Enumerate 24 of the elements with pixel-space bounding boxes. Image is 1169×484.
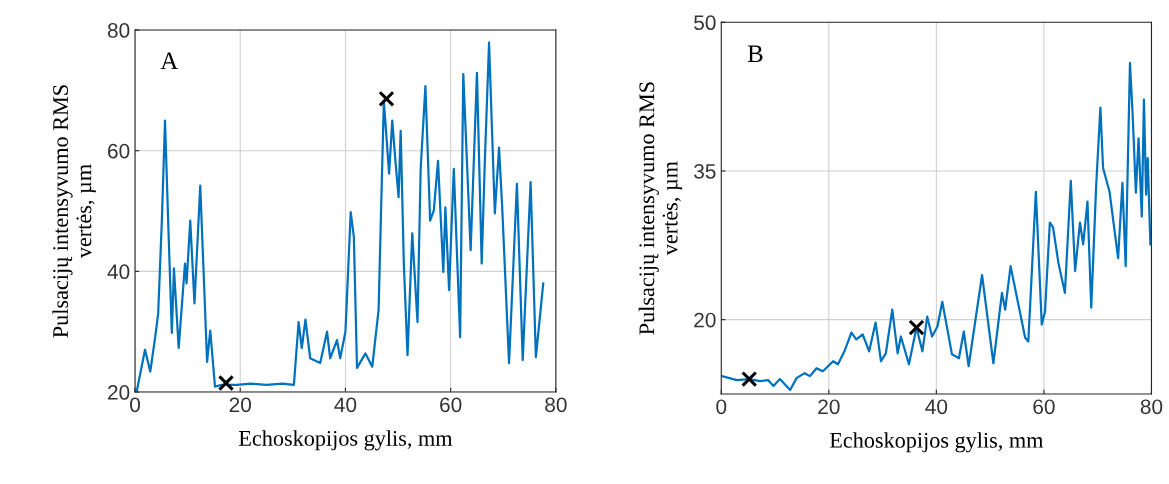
y-tick-label: 20	[694, 312, 716, 328]
y-tick-label: 50	[694, 15, 716, 31]
line-series	[135, 41, 545, 393]
annotation: B	[747, 45, 763, 62]
x-tick-label: 80	[1140, 399, 1163, 415]
x-tick-label: 0	[130, 397, 140, 413]
x-tick-label: 0	[716, 399, 727, 415]
x-tick-label: 20	[229, 397, 251, 413]
y-axis-title: Pulsacijų intensyvumo RMS vertės, µm	[638, 82, 683, 335]
y-axis-title: Pulsacijų intensyvumo RMS vertės, µm	[52, 85, 96, 338]
y-tick-label: 20	[108, 385, 130, 400]
x-tick-label: 40	[334, 397, 357, 413]
y-tick-label: 35	[694, 163, 716, 179]
x-axis-title: Echoskopijos gylis, mm	[829, 432, 1044, 453]
y-tick-label: 40	[107, 264, 130, 280]
x-tick-label: 40	[925, 399, 948, 415]
x-tick-label: 60	[440, 397, 462, 413]
annotation: A	[160, 52, 179, 70]
x-tick-label: 20	[818, 399, 840, 415]
x-axis-title: Echoskopijos gylis, mm	[238, 430, 453, 451]
x-tick-label: 60	[1033, 399, 1055, 415]
x-tick-label: 80	[545, 397, 567, 413]
y-tick-label: 60	[108, 143, 130, 159]
y-tick-label: 80	[107, 23, 130, 38]
